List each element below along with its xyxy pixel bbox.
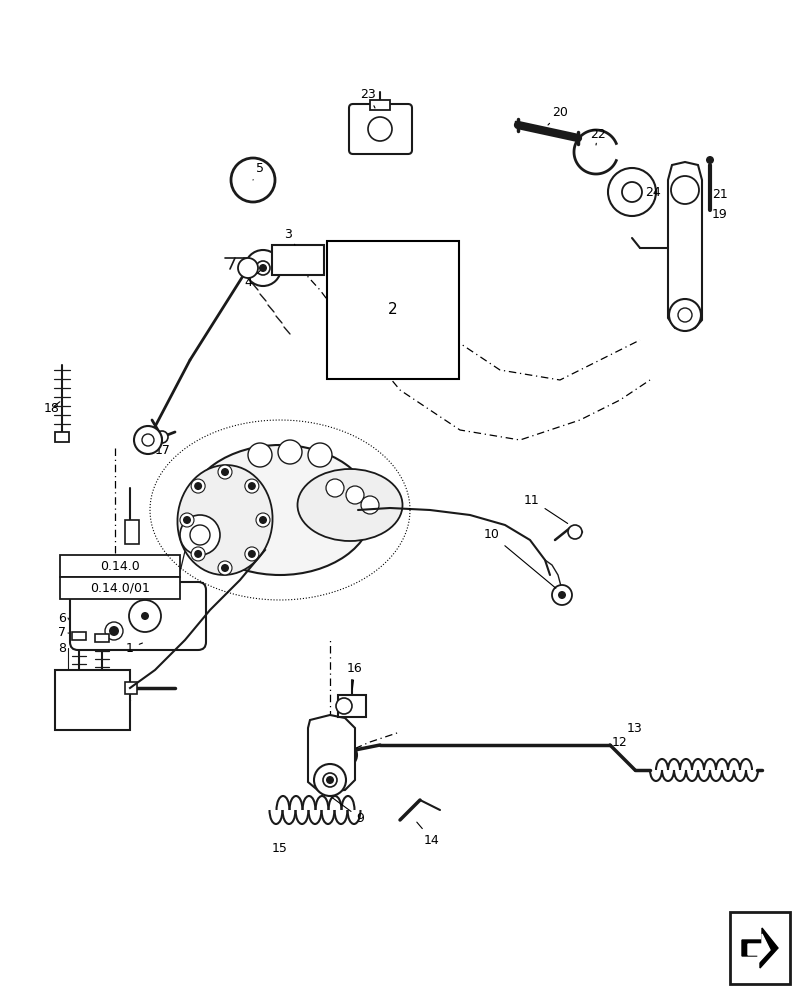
Polygon shape xyxy=(668,162,702,330)
Text: 8: 8 xyxy=(58,642,66,654)
Text: 0.14.0/01: 0.14.0/01 xyxy=(90,582,150,594)
Circle shape xyxy=(245,479,259,493)
Circle shape xyxy=(248,550,256,558)
Circle shape xyxy=(248,443,272,467)
Circle shape xyxy=(256,513,270,527)
Bar xyxy=(370,100,390,110)
Circle shape xyxy=(109,626,119,636)
Text: 14: 14 xyxy=(417,822,440,846)
Bar xyxy=(60,577,180,599)
Circle shape xyxy=(218,561,232,575)
Circle shape xyxy=(218,465,232,479)
Bar xyxy=(272,245,324,275)
Circle shape xyxy=(622,182,642,202)
Text: 17: 17 xyxy=(155,437,171,456)
Circle shape xyxy=(336,698,352,714)
Circle shape xyxy=(238,258,258,278)
Bar xyxy=(55,670,130,730)
Bar xyxy=(95,634,109,642)
Circle shape xyxy=(669,299,701,331)
Circle shape xyxy=(245,250,281,286)
Text: 6: 6 xyxy=(58,611,66,624)
Circle shape xyxy=(558,591,566,599)
Circle shape xyxy=(190,525,210,545)
Circle shape xyxy=(256,261,270,275)
Bar xyxy=(72,632,86,640)
Text: 20: 20 xyxy=(548,105,568,125)
Circle shape xyxy=(180,513,194,527)
Bar xyxy=(338,695,366,717)
Circle shape xyxy=(248,482,256,490)
Circle shape xyxy=(346,486,364,504)
Bar xyxy=(125,682,137,694)
Text: 9: 9 xyxy=(332,798,364,824)
Circle shape xyxy=(183,516,191,524)
Circle shape xyxy=(105,622,123,640)
Circle shape xyxy=(142,434,154,446)
Text: 18: 18 xyxy=(44,401,60,414)
Text: 22: 22 xyxy=(590,127,606,145)
FancyBboxPatch shape xyxy=(349,104,412,154)
Polygon shape xyxy=(308,715,355,792)
Circle shape xyxy=(156,431,168,443)
Circle shape xyxy=(194,550,202,558)
Text: 3: 3 xyxy=(284,229,295,245)
Circle shape xyxy=(678,308,692,322)
Circle shape xyxy=(326,776,334,784)
Text: 21: 21 xyxy=(712,188,728,202)
Circle shape xyxy=(333,743,357,767)
Circle shape xyxy=(368,117,392,141)
Bar xyxy=(730,912,790,984)
Text: 10: 10 xyxy=(484,528,556,588)
Circle shape xyxy=(191,479,205,493)
Ellipse shape xyxy=(178,465,272,575)
Circle shape xyxy=(361,496,379,514)
Text: 5: 5 xyxy=(253,161,264,180)
Circle shape xyxy=(278,440,302,464)
Circle shape xyxy=(129,600,161,632)
Text: 13: 13 xyxy=(627,722,643,734)
Circle shape xyxy=(221,564,229,572)
Circle shape xyxy=(552,585,572,605)
Text: 11: 11 xyxy=(524,493,568,523)
Ellipse shape xyxy=(297,469,402,541)
Text: 0.14.0: 0.14.0 xyxy=(100,560,140,572)
Circle shape xyxy=(221,468,229,476)
Ellipse shape xyxy=(187,445,372,575)
Circle shape xyxy=(180,515,220,555)
Circle shape xyxy=(326,479,344,497)
Circle shape xyxy=(191,547,205,561)
Text: 19: 19 xyxy=(712,209,728,222)
Bar xyxy=(125,520,139,544)
Text: 1: 1 xyxy=(126,642,142,654)
Text: 4: 4 xyxy=(244,270,261,288)
Text: 2: 2 xyxy=(388,302,398,318)
Circle shape xyxy=(134,426,162,454)
Circle shape xyxy=(259,264,267,272)
Circle shape xyxy=(245,547,259,561)
Circle shape xyxy=(608,168,656,216)
FancyBboxPatch shape xyxy=(70,582,206,650)
Text: 24: 24 xyxy=(645,186,661,198)
Polygon shape xyxy=(748,934,770,963)
Circle shape xyxy=(141,612,149,620)
Polygon shape xyxy=(742,928,778,968)
Circle shape xyxy=(671,176,699,204)
Bar xyxy=(60,555,180,577)
Text: 16: 16 xyxy=(347,662,363,689)
Text: 12: 12 xyxy=(612,736,628,750)
Text: 7: 7 xyxy=(58,626,66,640)
Circle shape xyxy=(314,764,346,796)
Circle shape xyxy=(308,443,332,467)
Circle shape xyxy=(323,773,337,787)
Circle shape xyxy=(568,525,582,539)
Circle shape xyxy=(259,516,267,524)
Circle shape xyxy=(231,158,275,202)
Circle shape xyxy=(194,482,202,490)
Circle shape xyxy=(706,156,714,164)
Text: 15: 15 xyxy=(272,842,288,854)
Bar xyxy=(55,432,69,442)
Text: 23: 23 xyxy=(360,88,376,108)
